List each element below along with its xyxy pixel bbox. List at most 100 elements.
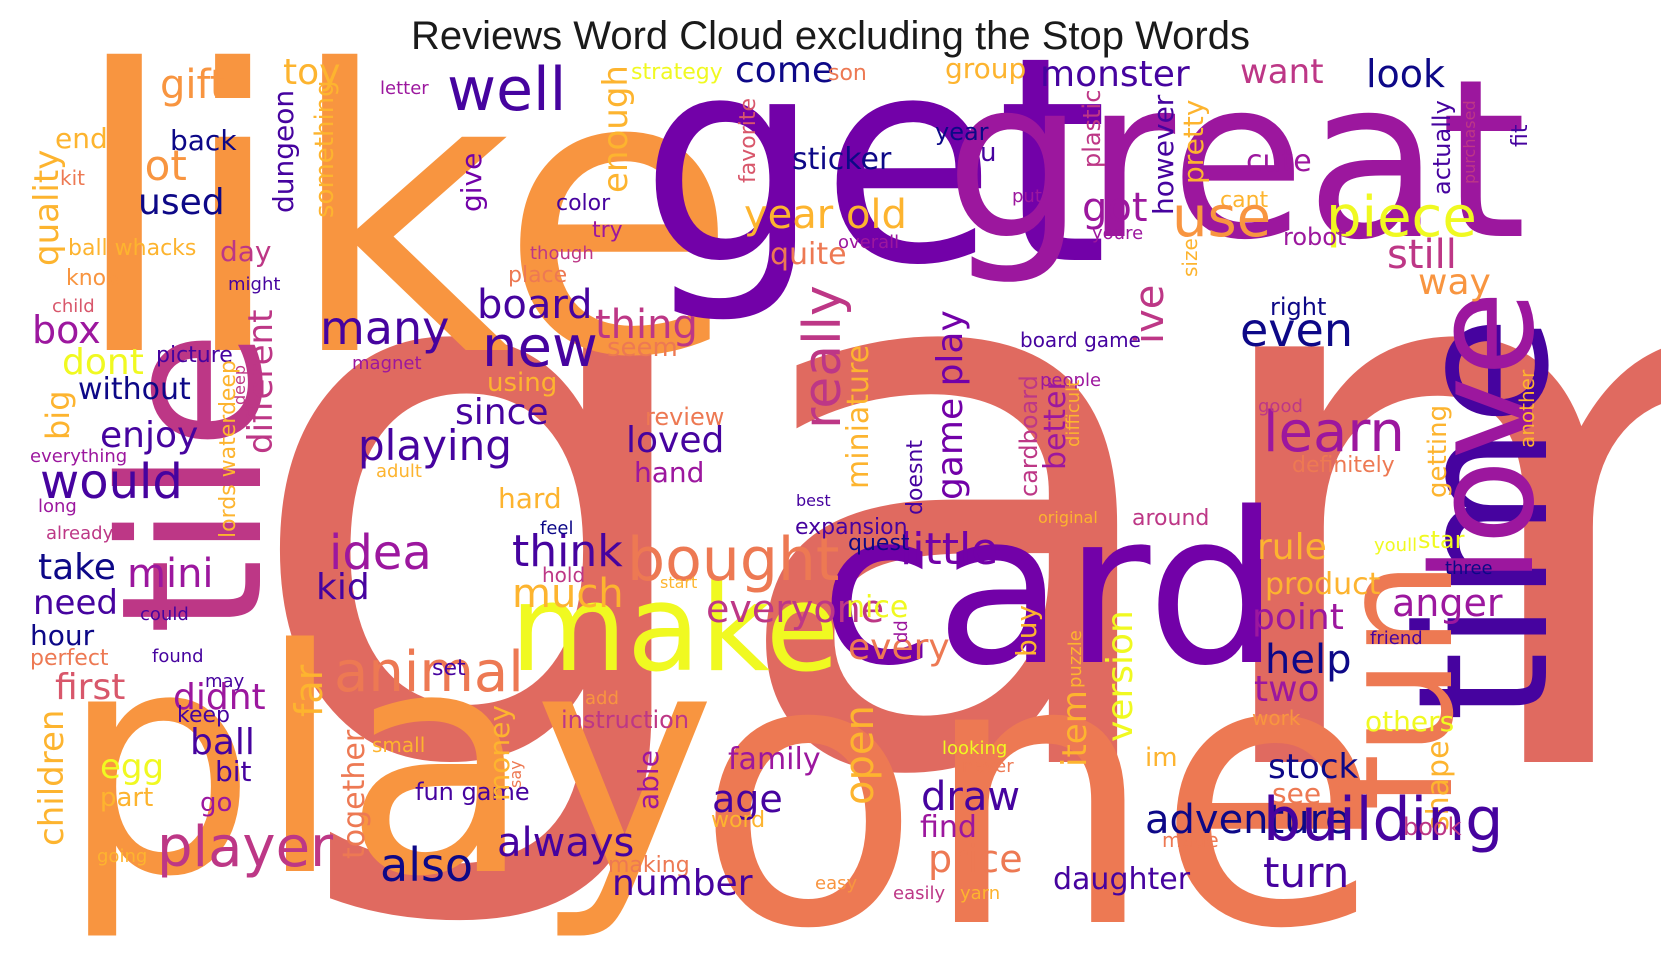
- cloud-word-expansion: expansion: [795, 515, 908, 540]
- cloud-word-playing: playing: [358, 421, 512, 470]
- cloud-word-great: great: [945, 32, 1527, 288]
- cloud-word-using: using: [487, 368, 558, 398]
- cloud-word-might: might: [228, 274, 281, 295]
- cloud-word-day: day: [220, 235, 272, 268]
- cloud-word-work: work: [1252, 706, 1301, 730]
- cloud-word-always: always: [497, 820, 635, 866]
- cloud-word-still: still: [1387, 232, 1457, 278]
- cloud-word-learn: learn: [1263, 400, 1405, 465]
- cloud-word-used: used: [138, 182, 225, 223]
- cloud-word-put: put: [1012, 186, 1042, 207]
- cloud-word-also: also: [380, 838, 474, 892]
- cloud-word-different: different: [241, 310, 281, 455]
- cloud-word-hand: hand: [634, 456, 705, 489]
- cloud-word-quite: quite: [770, 237, 847, 272]
- cloud-word-easy: easy: [815, 873, 858, 894]
- cloud-word-play: play: [60, 584, 717, 945]
- cloud-word-piece: piece: [1326, 185, 1477, 250]
- cloud-word-kit: kit: [60, 166, 85, 190]
- cloud-word-letter: letter: [380, 78, 429, 99]
- cloud-word-perfect: perfect: [30, 646, 109, 671]
- cloud-word-favorite: favorite: [736, 98, 761, 184]
- cloud-word-adult: adult: [376, 461, 422, 482]
- cloud-word-daughter: daughter: [1053, 862, 1191, 897]
- cloud-word-anger: anger: [1392, 581, 1503, 625]
- cloud-word-far: far: [287, 665, 331, 718]
- cloud-word-see: see: [1272, 777, 1322, 810]
- cloud-word-many: many: [320, 301, 450, 355]
- cloud-word-try: try: [592, 218, 623, 243]
- cloud-word-year-old: year old: [744, 192, 907, 238]
- cloud-word-able: able: [632, 750, 665, 810]
- cloud-word-part: part: [100, 783, 154, 813]
- cloud-word-group: group: [945, 52, 1027, 85]
- cloud-word-may: may: [205, 671, 245, 692]
- cloud-word-kid: kid: [316, 567, 370, 608]
- cloud-word-fun-game: fun game: [415, 778, 530, 806]
- cloud-word-game: game: [238, 58, 1661, 942]
- cloud-word-building: building: [1263, 785, 1504, 855]
- cloud-word-found: found: [152, 646, 204, 667]
- cloud-word-two: two: [1254, 669, 1320, 710]
- cloud-word-didnt: didnt: [173, 677, 266, 718]
- cloud-word-dd: dd: [891, 620, 912, 643]
- cloud-word-bit: bit: [215, 755, 252, 788]
- cloud-word-dont: dont: [62, 342, 144, 383]
- cloud-word-enjoy: enjoy: [100, 415, 199, 456]
- cloud-word-board: board: [477, 282, 593, 328]
- cloud-word-youre: youre: [1092, 223, 1144, 244]
- cloud-word-fit: fit: [1508, 125, 1533, 148]
- cloud-word-sticker: sticker: [792, 142, 892, 177]
- cloud-word-long: long: [38, 496, 77, 517]
- cloud-word-toy: toy: [283, 52, 341, 93]
- cloud-word-look: look: [1366, 52, 1446, 96]
- cloud-word-plastic: plastic: [1078, 90, 1106, 169]
- cloud-word-yarn: yarn: [960, 883, 1001, 904]
- cloud-word-quality: quality: [27, 150, 67, 267]
- cloud-word-robot: robot: [1283, 223, 1347, 251]
- cloud-word-add: add: [585, 688, 619, 709]
- cloud-word-back: back: [170, 124, 237, 157]
- cloud-word-version: version: [1100, 610, 1141, 742]
- cloud-word-animal: animal: [334, 640, 524, 705]
- cloud-word-hard: hard: [498, 482, 562, 515]
- cloud-word-instruction: instruction: [561, 706, 690, 734]
- cloud-word-product: product: [1265, 567, 1381, 602]
- cloud-word-others: others: [1365, 705, 1455, 738]
- cloud-word-nice: nice: [846, 590, 909, 625]
- cloud-word-number: number: [612, 863, 753, 904]
- cloud-word-draw: draw: [921, 774, 1021, 820]
- cloud-word-money: money: [483, 705, 516, 801]
- cloud-word-size: size: [1178, 238, 1202, 277]
- cloud-word-making: making: [608, 853, 690, 878]
- cloud-word-friend: friend: [1370, 628, 1423, 649]
- cloud-word-son: son: [828, 61, 867, 86]
- cloud-word-find: find: [920, 810, 977, 845]
- cloud-word-could: could: [140, 604, 189, 625]
- cloud-word-actually: actually: [1428, 100, 1456, 195]
- cloud-word-going: going: [97, 846, 148, 867]
- cloud-word-know: know: [66, 266, 125, 291]
- cloud-word-three: three: [1445, 558, 1493, 579]
- cloud-word-buy: buy: [1010, 605, 1043, 658]
- cloud-word-easily: easily: [893, 883, 946, 904]
- cloud-word-never: never: [962, 756, 1014, 777]
- cloud-word-help: help: [1265, 637, 1352, 683]
- cloud-word-got: got: [1082, 185, 1148, 231]
- cloud-word-board-game: board game: [1020, 328, 1141, 352]
- cloud-word-doesnt: doesnt: [903, 440, 928, 515]
- cloud-word-first: first: [55, 667, 126, 708]
- cloud-word-though: though: [530, 243, 594, 264]
- cloud-word-ball-whacks: ball whacks: [68, 236, 197, 261]
- cloud-word-need: need: [33, 583, 118, 623]
- cloud-word-think: think: [512, 526, 623, 577]
- cloud-word-cute: cute: [1246, 144, 1312, 179]
- cloud-word-year: year: [935, 118, 989, 146]
- cloud-word-puzzle: puzzle: [1065, 630, 1086, 688]
- cloud-word-lords-waterdeep: lords waterdeep: [216, 360, 241, 538]
- cloud-word-give: give: [455, 153, 488, 213]
- cloud-word-start: start: [660, 573, 698, 592]
- cloud-word-place: place: [508, 263, 568, 288]
- cloud-word-something: something: [310, 80, 340, 218]
